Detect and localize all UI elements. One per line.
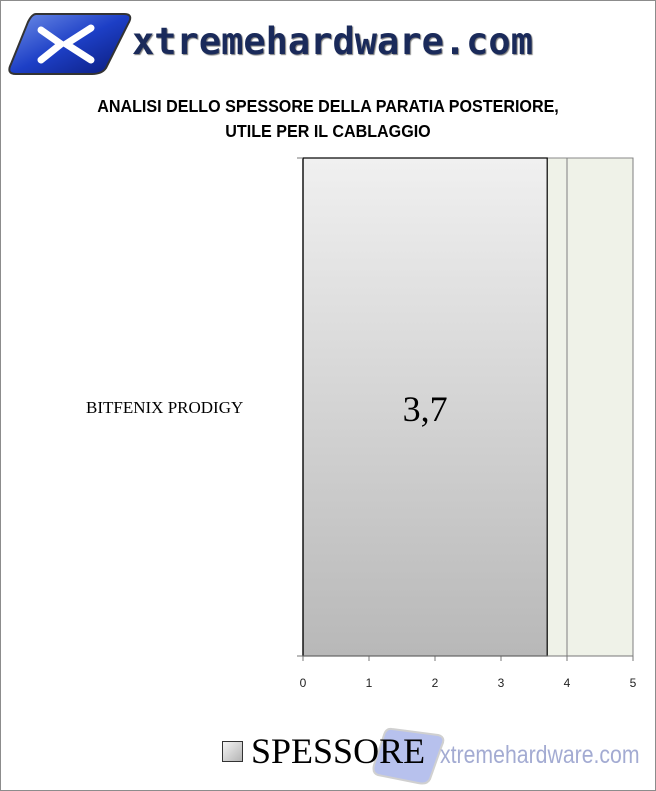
data-label: 3,7 <box>403 389 448 429</box>
legend-label: SPESSORE <box>251 731 426 771</box>
x-tick-label: 5 <box>630 676 637 690</box>
bar <box>302 157 548 657</box>
watermark-text: xtremehardware.com <box>440 741 640 769</box>
legend: SPESSORE <box>222 730 425 772</box>
site-logo <box>8 13 132 75</box>
x-tick-label: 1 <box>366 676 373 690</box>
logo-text: xtremehardware.com <box>132 20 533 63</box>
chart-title-line-2: UTILE PER IL CABLAGGIO <box>225 121 431 141</box>
legend-swatch <box>222 740 243 762</box>
chart-title-line-1: ANALISI DELLO SPESSORE DELLA PARATIA POS… <box>97 96 559 116</box>
x-tick-label: 0 <box>300 676 307 690</box>
x-tick-label: 3 <box>498 676 505 690</box>
category-label: BITFENIX PRODIGY <box>86 398 244 417</box>
x-tick-label: 2 <box>432 676 439 690</box>
x-tick-label: 4 <box>564 676 571 690</box>
watermark-logo <box>372 727 445 785</box>
